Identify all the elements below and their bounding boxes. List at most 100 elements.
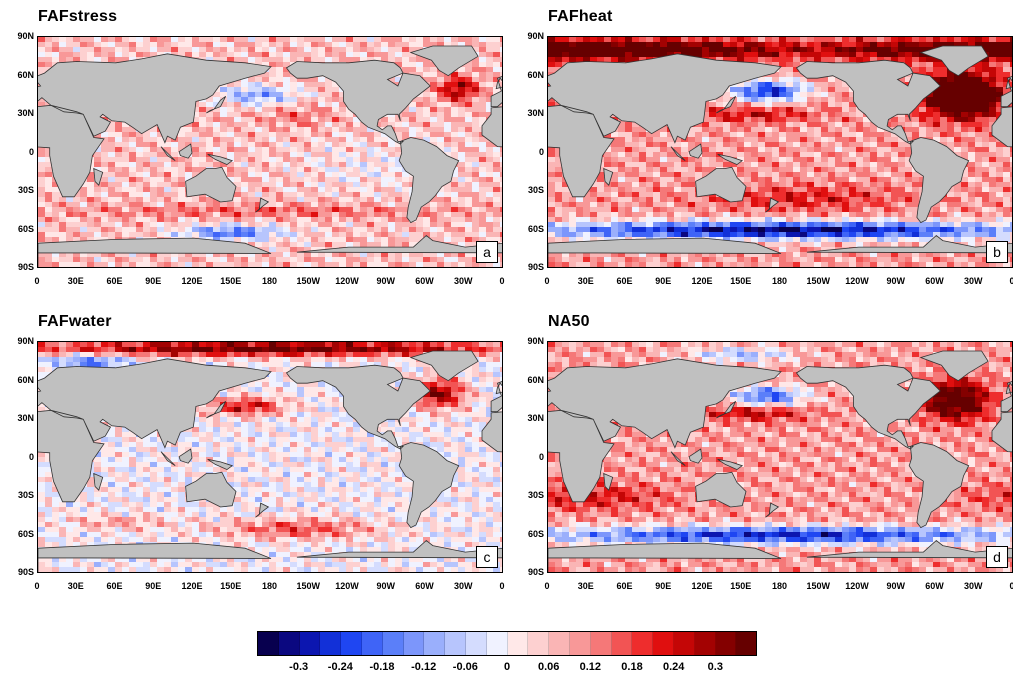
lat-tick-label: 30S <box>17 490 34 500</box>
lon-tick-label: 0 <box>544 581 550 591</box>
lon-tick-label: 0 <box>499 581 505 591</box>
lon-tick-label: 30W <box>963 581 983 591</box>
colorbar-tick-label: 0.24 <box>662 661 685 673</box>
map-area: d <box>547 341 1013 573</box>
lon-tick-label: 120W <box>845 276 869 286</box>
lat-tick-label: 60S <box>527 223 544 234</box>
lon-tick-label: 0 <box>1009 581 1013 591</box>
lon-tick-label: 180 <box>261 581 278 591</box>
lon-tick-label: 30E <box>67 581 84 591</box>
colorbar-swatch <box>611 632 633 655</box>
lat-tick-label: 60N <box>527 374 544 385</box>
lon-tick-label: 150W <box>296 581 321 591</box>
colorbar-swatch <box>715 632 737 655</box>
lon-tick-label: 0 <box>544 276 550 286</box>
lon-tick-label: 60E <box>106 276 123 286</box>
land-mask <box>548 350 1012 572</box>
lon-tick-label: 150W <box>806 276 831 286</box>
lon-tick-label: 180 <box>771 276 788 286</box>
lat-tick-label: 90S <box>527 567 544 577</box>
lon-tick-label: 90E <box>655 581 672 591</box>
lon-tick-label: 90W <box>886 581 906 591</box>
colorbar-swatch <box>424 632 446 655</box>
lon-tick-label: 150W <box>806 581 831 591</box>
colorbar-swatch <box>549 632 570 655</box>
colorbar-swatch <box>590 632 612 655</box>
lon-tick-label: 120W <box>335 276 359 286</box>
colorbar-tick-label: 0.3 <box>707 661 723 673</box>
lat-tick-label: 60S <box>17 528 34 539</box>
map-area: b <box>547 36 1013 268</box>
lon-tick-label: 30E <box>577 276 594 286</box>
lon-tick-label: 120W <box>845 581 869 591</box>
lon-tick-label: 120E <box>691 581 713 591</box>
lat-tick-label: 0 <box>28 146 34 157</box>
colorbar-swatch <box>403 632 425 655</box>
colorbar-swatch <box>528 632 550 655</box>
land-mask <box>38 45 502 267</box>
lat-tick-label: 60S <box>527 528 544 539</box>
colorbar-swatch <box>320 632 342 655</box>
lat-tick-label: 90S <box>527 262 544 272</box>
anomaly-field <box>38 342 502 572</box>
map-area: a <box>37 36 503 268</box>
lon-tick-label: 60E <box>616 581 633 591</box>
lon-tick-label: 90E <box>145 581 162 591</box>
colorbar-tick-label: 0.18 <box>621 661 643 673</box>
colorbar-swatch <box>632 632 654 655</box>
lon-tick-label: 120E <box>691 276 713 286</box>
colorbar-tick-label: -0.12 <box>411 661 437 673</box>
colorbar-swatch <box>382 632 404 655</box>
colorbar-swatch <box>278 632 300 655</box>
lon-tick-label: 30E <box>577 581 594 591</box>
colorbar-swatch <box>486 632 508 655</box>
panel-letter: d <box>986 546 1008 568</box>
lat-tick-label: 90N <box>17 31 34 41</box>
map-panel-fafstress: FAFstress a 90N 60N 30N 0 30S 60S 90S 0 30E 60E 90E 1… <box>0 8 504 298</box>
lat-tick-label: 30S <box>17 185 34 195</box>
colorbar-tick-label: 0.06 <box>537 661 560 673</box>
lat-tick-label: 30S <box>527 490 544 500</box>
colorbar-swatch <box>694 632 716 655</box>
lon-tick-label: 30E <box>67 276 84 286</box>
lat-tick-label: 60N <box>17 69 34 80</box>
lon-tick-label: 150W <box>296 276 321 286</box>
lon-tick-label: 180 <box>771 581 788 591</box>
lon-tick-label: 60W <box>415 581 434 591</box>
colorbar-tick-label: -0.06 <box>452 661 478 673</box>
lat-tick-label: 90N <box>527 31 544 41</box>
colorbar-swatch <box>258 632 279 655</box>
lon-tick-label: 30W <box>453 581 473 591</box>
lon-tick-label: 90W <box>376 581 396 591</box>
colorbar-swatch <box>341 632 362 655</box>
lon-tick-label: 150E <box>220 581 242 591</box>
map-panel-fafheat: FAFheat b 90N 60N 30N 0 30S 60S 90S 0 30E 60E 90E 120… <box>510 8 1013 298</box>
colorbar-tick-label: -0.18 <box>369 661 395 673</box>
colorbar-tick-label: -0.3 <box>289 661 309 673</box>
lat-tick-label: 0 <box>538 451 544 462</box>
lat-tick-label: 60N <box>527 69 544 80</box>
colorbar-tick-label: -0.24 <box>327 661 353 673</box>
map-area: c <box>37 341 503 573</box>
lon-tick-label: 90W <box>376 276 396 286</box>
anomaly-field <box>548 37 1012 267</box>
lon-tick-label: 60E <box>106 581 123 591</box>
colorbar <box>257 631 757 656</box>
colorbar-swatch <box>736 632 757 655</box>
lon-tick-label: 30W <box>963 276 983 286</box>
colorbar-tick-label: 0 <box>503 661 511 673</box>
panel-title: NA50 <box>548 313 590 330</box>
panel-title: FAFstress <box>38 8 118 25</box>
panel-title: FAFwater <box>38 313 112 330</box>
lat-tick-label: 90S <box>17 567 34 577</box>
panel-letter: c <box>476 546 498 568</box>
lat-tick-label: 0 <box>28 451 34 462</box>
lat-tick-label: 0 <box>538 146 544 157</box>
panel-letter: b <box>986 241 1008 263</box>
lon-tick-label: 0 <box>34 276 40 286</box>
lon-tick-label: 90E <box>655 276 672 286</box>
lon-tick-label: 30W <box>453 276 473 286</box>
colorbar-swatch <box>569 632 591 655</box>
panel-letter: a <box>476 241 498 263</box>
colorbar-swatch <box>299 632 321 655</box>
